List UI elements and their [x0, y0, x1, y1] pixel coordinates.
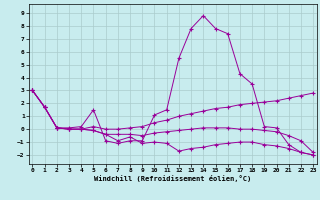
X-axis label: Windchill (Refroidissement éolien,°C): Windchill (Refroidissement éolien,°C) [94, 175, 252, 182]
